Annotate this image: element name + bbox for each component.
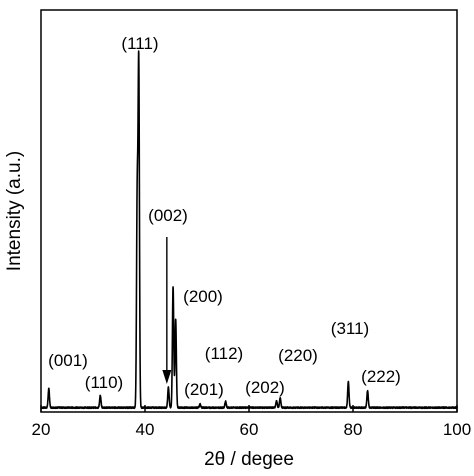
peak-label: (311) xyxy=(331,319,369,338)
x-tick-label: 80 xyxy=(344,420,363,439)
x-tick-label: 40 xyxy=(136,420,155,439)
peak-label: (112) xyxy=(205,344,243,363)
peak-label: (111) xyxy=(121,34,158,53)
peak-labels: (001) (110) (111) (002) (200) (112) (201) (202)… xyxy=(48,34,401,399)
x-tick-label: 20 xyxy=(32,420,51,439)
peak-label: (220) xyxy=(278,346,318,365)
peak-label: (201) xyxy=(184,380,224,399)
peak-label: (202) xyxy=(245,378,285,397)
peak-label: (001) xyxy=(48,351,88,370)
x-tick-label: 100 xyxy=(443,420,471,439)
xrd-pattern-line xyxy=(40,50,458,410)
x-axis-ticks xyxy=(40,405,458,412)
peak-label: (222) xyxy=(361,367,401,386)
x-axis-tick-labels: 20 40 60 80 100 xyxy=(32,420,472,439)
plot-frame xyxy=(40,9,458,413)
peak-label: (200) xyxy=(183,287,223,306)
plot-area xyxy=(40,9,458,413)
x-axis-title: 2θ / degee xyxy=(204,449,294,470)
peak-002-arrow-head xyxy=(162,370,172,384)
y-axis-title: Intensity (a.u.) xyxy=(4,151,25,271)
peak-label: (002) xyxy=(148,206,188,225)
x-tick-label: 60 xyxy=(240,420,259,439)
peak-label: (110) xyxy=(85,373,123,392)
